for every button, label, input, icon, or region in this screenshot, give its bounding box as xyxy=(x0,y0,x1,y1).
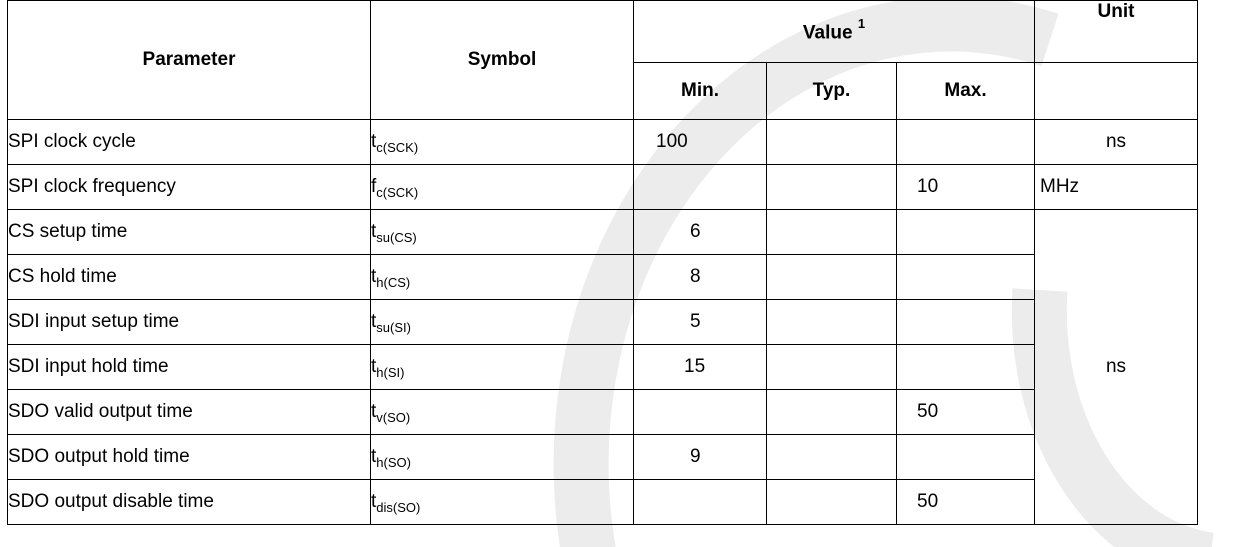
param-cell: CS setup time xyxy=(7,209,371,255)
symbol-cell: tsu(SI) xyxy=(370,299,634,345)
symbol-cell: tsu(CS) xyxy=(370,209,634,255)
min-cell: 8 xyxy=(633,254,767,300)
typ-cell xyxy=(766,344,897,390)
spi-timing-table: Parameter Symbol Value 1 Unit Min. Typ. … xyxy=(7,0,1198,525)
typ-cell xyxy=(766,254,897,300)
table-row: SPI clock frequency fc(SCK) 10 MHz xyxy=(7,164,1198,210)
param-cell: CS hold time xyxy=(7,254,371,300)
header-unit-empty xyxy=(1034,62,1198,120)
typ-cell xyxy=(766,164,897,210)
min-cell: 6 xyxy=(633,209,767,255)
header-parameter: Parameter xyxy=(7,0,371,120)
table-row: SDI input setup time tsu(SI) 5 xyxy=(7,299,1198,345)
symbol-cell: fc(SCK) xyxy=(370,164,634,210)
param-cell: SDI input setup time xyxy=(7,299,371,345)
footnote-marker: 1 xyxy=(857,15,866,31)
min-cell xyxy=(633,389,767,435)
param-cell: SDO output hold time xyxy=(7,434,371,480)
max-cell xyxy=(896,299,1035,345)
symbol-cell: tdis(SO) xyxy=(370,479,634,525)
symbol-cell: th(SO) xyxy=(370,434,634,480)
max-cell xyxy=(896,119,1035,165)
table-row: CS hold time th(CS) 8 xyxy=(7,254,1198,300)
typ-cell xyxy=(766,479,897,525)
max-cell: 10 xyxy=(896,164,1035,210)
min-cell xyxy=(633,479,767,525)
symbol-cell: th(CS) xyxy=(370,254,634,300)
max-cell xyxy=(896,434,1035,480)
header-typ: Typ. xyxy=(766,62,897,120)
typ-cell xyxy=(766,434,897,480)
min-cell xyxy=(633,164,767,210)
merged-unit-cell: ns xyxy=(1034,209,1198,525)
header-min: Min. xyxy=(633,62,767,120)
param-cell: SPI clock frequency xyxy=(7,164,371,210)
header-symbol: Symbol xyxy=(370,0,634,120)
param-cell: SDO output disable time xyxy=(7,479,371,525)
typ-cell xyxy=(766,119,897,165)
table-row: CS setup time tsu(CS) 6 ns xyxy=(7,209,1198,525)
symbol-cell: tv(SO) xyxy=(370,389,634,435)
typ-cell xyxy=(766,299,897,345)
unit-cell: ns xyxy=(1034,119,1198,165)
max-cell xyxy=(896,209,1035,255)
max-cell: 50 xyxy=(896,479,1035,525)
param-cell: SPI clock cycle xyxy=(7,119,371,165)
min-cell: 9 xyxy=(633,434,767,480)
min-cell: 5 xyxy=(633,299,767,345)
min-cell: 15 xyxy=(633,344,767,390)
table-row: SDO output disable time tdis(SO) 50 xyxy=(7,479,1198,525)
symbol-cell: tc(SCK) xyxy=(370,119,634,165)
table-row: SDO valid output time tv(SO) 50 xyxy=(7,389,1198,435)
min-cell: 100 xyxy=(633,119,767,165)
header-value-label: Value xyxy=(802,22,853,44)
header-unit: Unit xyxy=(1034,0,1198,63)
table-row: SDO output hold time th(SO) 9 xyxy=(7,434,1198,480)
typ-cell xyxy=(766,389,897,435)
max-cell: 50 xyxy=(896,389,1035,435)
param-cell: SDI input hold time xyxy=(7,344,371,390)
unit-cell: MHz xyxy=(1034,164,1198,210)
header-max: Max. xyxy=(896,62,1035,120)
typ-cell xyxy=(766,209,897,255)
table-row: SDI input hold time th(SI) 15 xyxy=(7,344,1198,390)
symbol-cell: th(SI) xyxy=(370,344,634,390)
max-cell xyxy=(896,344,1035,390)
param-cell: SDO valid output time xyxy=(7,389,371,435)
table-row: SPI clock cycle tc(SCK) 100 ns xyxy=(7,119,1198,165)
header-value: Value 1 xyxy=(633,0,1035,63)
max-cell xyxy=(896,254,1035,300)
